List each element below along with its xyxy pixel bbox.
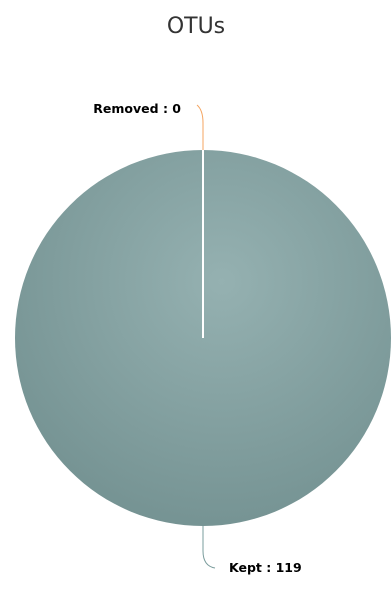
chart-title: OTUs: [166, 14, 226, 39]
connector-line-kept: [202, 526, 216, 569]
data-label-kept: Kept : 119: [229, 560, 302, 575]
data-label-removed: Removed : 0: [93, 101, 181, 116]
connector-line-removed: [196, 104, 204, 150]
